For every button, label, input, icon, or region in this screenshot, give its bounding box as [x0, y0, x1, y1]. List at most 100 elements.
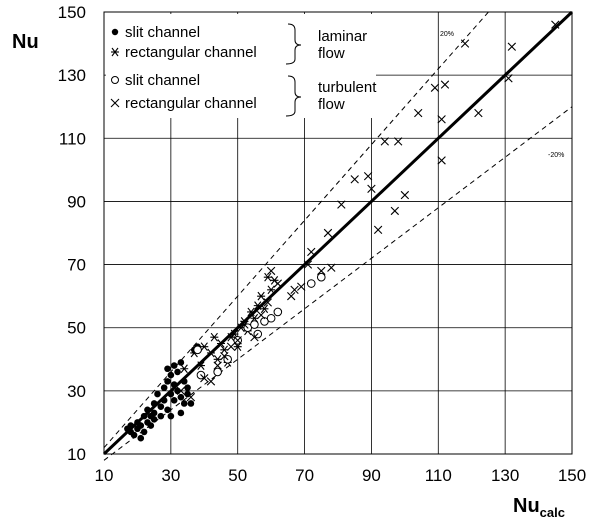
data-point-open-circle — [266, 313, 276, 323]
band-label-lower: -20% — [548, 152, 564, 159]
legend-entry-turbulent-rectangular: rectangular channel — [110, 95, 257, 112]
x-tick-label: 50 — [228, 466, 247, 485]
data-point-x-cross — [327, 263, 336, 272]
legend-marker-asterisk — [111, 47, 119, 57]
data-point-x-cross — [176, 386, 186, 396]
data-point-x-cross — [437, 115, 446, 124]
data-point-asterisk — [253, 301, 262, 310]
data-point-filled-circle — [154, 390, 161, 398]
legend-entry-turbulent-slit: slit channel — [111, 72, 200, 89]
data-point-filled-circle — [164, 365, 171, 373]
x-tick-label: 70 — [295, 466, 314, 485]
data-point-filled-circle — [170, 362, 178, 369]
data-point-asterisk — [200, 342, 209, 352]
data-point-x-cross — [206, 377, 216, 386]
data-point-open-circle — [250, 320, 259, 329]
data-point-x-cross — [507, 42, 517, 51]
data-point-x-cross — [186, 392, 196, 402]
data-point-filled-circle — [177, 393, 185, 401]
legend-group-label-laminar: laminar flow — [318, 28, 371, 62]
data-point-x-cross — [474, 108, 483, 118]
y-tick-labels: 10 30 50 70 90 110 130 150 — [58, 3, 86, 464]
y-axis-label: Nu — [12, 31, 39, 53]
data-point-asterisk — [210, 332, 219, 342]
data-point-filled-circle — [127, 422, 135, 429]
data-point-asterisk — [180, 364, 189, 374]
legend-marker-x-cross — [110, 98, 120, 108]
data-point-x-cross — [263, 298, 272, 307]
x-tick-label: 90 — [362, 466, 381, 485]
legend-marker-filled-circle — [111, 28, 119, 36]
data-point-x-cross — [460, 39, 470, 48]
band-line — [103, 11, 489, 449]
data-point-filled-circle — [160, 384, 168, 392]
data-point-x-cross — [240, 320, 249, 329]
data-point-asterisk — [267, 285, 276, 295]
data-point-filled-circle — [140, 428, 148, 436]
data-point-x-cross — [323, 228, 333, 238]
band-line — [103, 106, 573, 461]
y-tick-label: 50 — [67, 319, 86, 338]
data-point-asterisk — [260, 304, 269, 314]
data-point-open-circle — [306, 279, 316, 288]
legend-group-label-turbulent: turbulent flow — [318, 79, 381, 113]
data-point-filled-circle — [137, 422, 145, 429]
data-point-asterisk — [247, 307, 256, 317]
data-point-x-cross — [256, 310, 266, 320]
legend-entry-laminar-rectangular: rectangular channel — [111, 44, 257, 61]
data-point-filled-circle — [180, 400, 188, 407]
x-tick-label: 110 — [425, 466, 452, 485]
data-point-x-cross — [400, 190, 410, 200]
data-point-x-cross — [220, 351, 229, 361]
y-tick-label: 90 — [67, 192, 86, 211]
data-point-filled-circle — [164, 406, 171, 414]
data-point-x-cross — [213, 361, 222, 370]
x-tick-label: 30 — [161, 466, 180, 485]
data-point-x-cross — [226, 342, 236, 351]
data-point-asterisk — [220, 345, 229, 355]
x-axis-label-subscript: calc — [540, 505, 565, 520]
legend-brace-laminar — [285, 23, 302, 65]
data-point-filled-circle — [140, 412, 148, 420]
data-point-filled-circle — [184, 384, 191, 392]
data-point-filled-circle — [170, 397, 178, 404]
band-label-upper: 20% — [440, 31, 454, 38]
x-axis-label-main: Nu — [513, 495, 540, 517]
data-point-x-cross — [250, 332, 259, 342]
data-point-x-cross — [380, 137, 389, 146]
data-point-x-cross — [273, 279, 283, 288]
x-tick-label: 10 — [95, 466, 114, 485]
data-point-filled-circle — [177, 359, 185, 366]
data-point-filled-circle — [174, 387, 181, 395]
legend-label: slit channel — [125, 72, 200, 89]
data-point-open-circle — [273, 307, 283, 317]
data-point-filled-circle — [180, 378, 188, 385]
x-tick-label: 130 — [491, 466, 519, 485]
legend-label: rectangular channel — [125, 44, 257, 61]
data-point-filled-circle — [167, 371, 175, 379]
legend-background — [106, 14, 376, 118]
data-point-filled-circle — [130, 431, 138, 439]
data-point-x-cross — [430, 83, 440, 92]
data-point-asterisk — [213, 354, 222, 364]
legend-label: rectangular channel — [125, 95, 257, 112]
data-point-filled-circle — [150, 409, 158, 417]
data-point-filled-circle — [157, 412, 165, 420]
y-tick-label: 130 — [58, 66, 86, 85]
data-point-filled-circle — [164, 378, 171, 385]
data-point-x-cross — [287, 291, 296, 301]
data-point-x-cross — [363, 171, 373, 181]
data-point-asterisk — [217, 339, 225, 348]
plot-frame — [103, 11, 573, 455]
data-point-x-cross — [303, 260, 313, 269]
data-point-x-cross — [373, 225, 383, 235]
data-point-asterisk — [206, 348, 215, 358]
data-point-filled-circle — [177, 409, 185, 417]
data-point-x-cross — [504, 74, 513, 83]
data-point-x-cross — [551, 20, 560, 29]
data-point-filled-circle — [157, 403, 165, 410]
data-point-x-cross — [393, 137, 403, 146]
data-point-filled-circle — [187, 400, 195, 407]
data-point-asterisk — [257, 291, 266, 301]
